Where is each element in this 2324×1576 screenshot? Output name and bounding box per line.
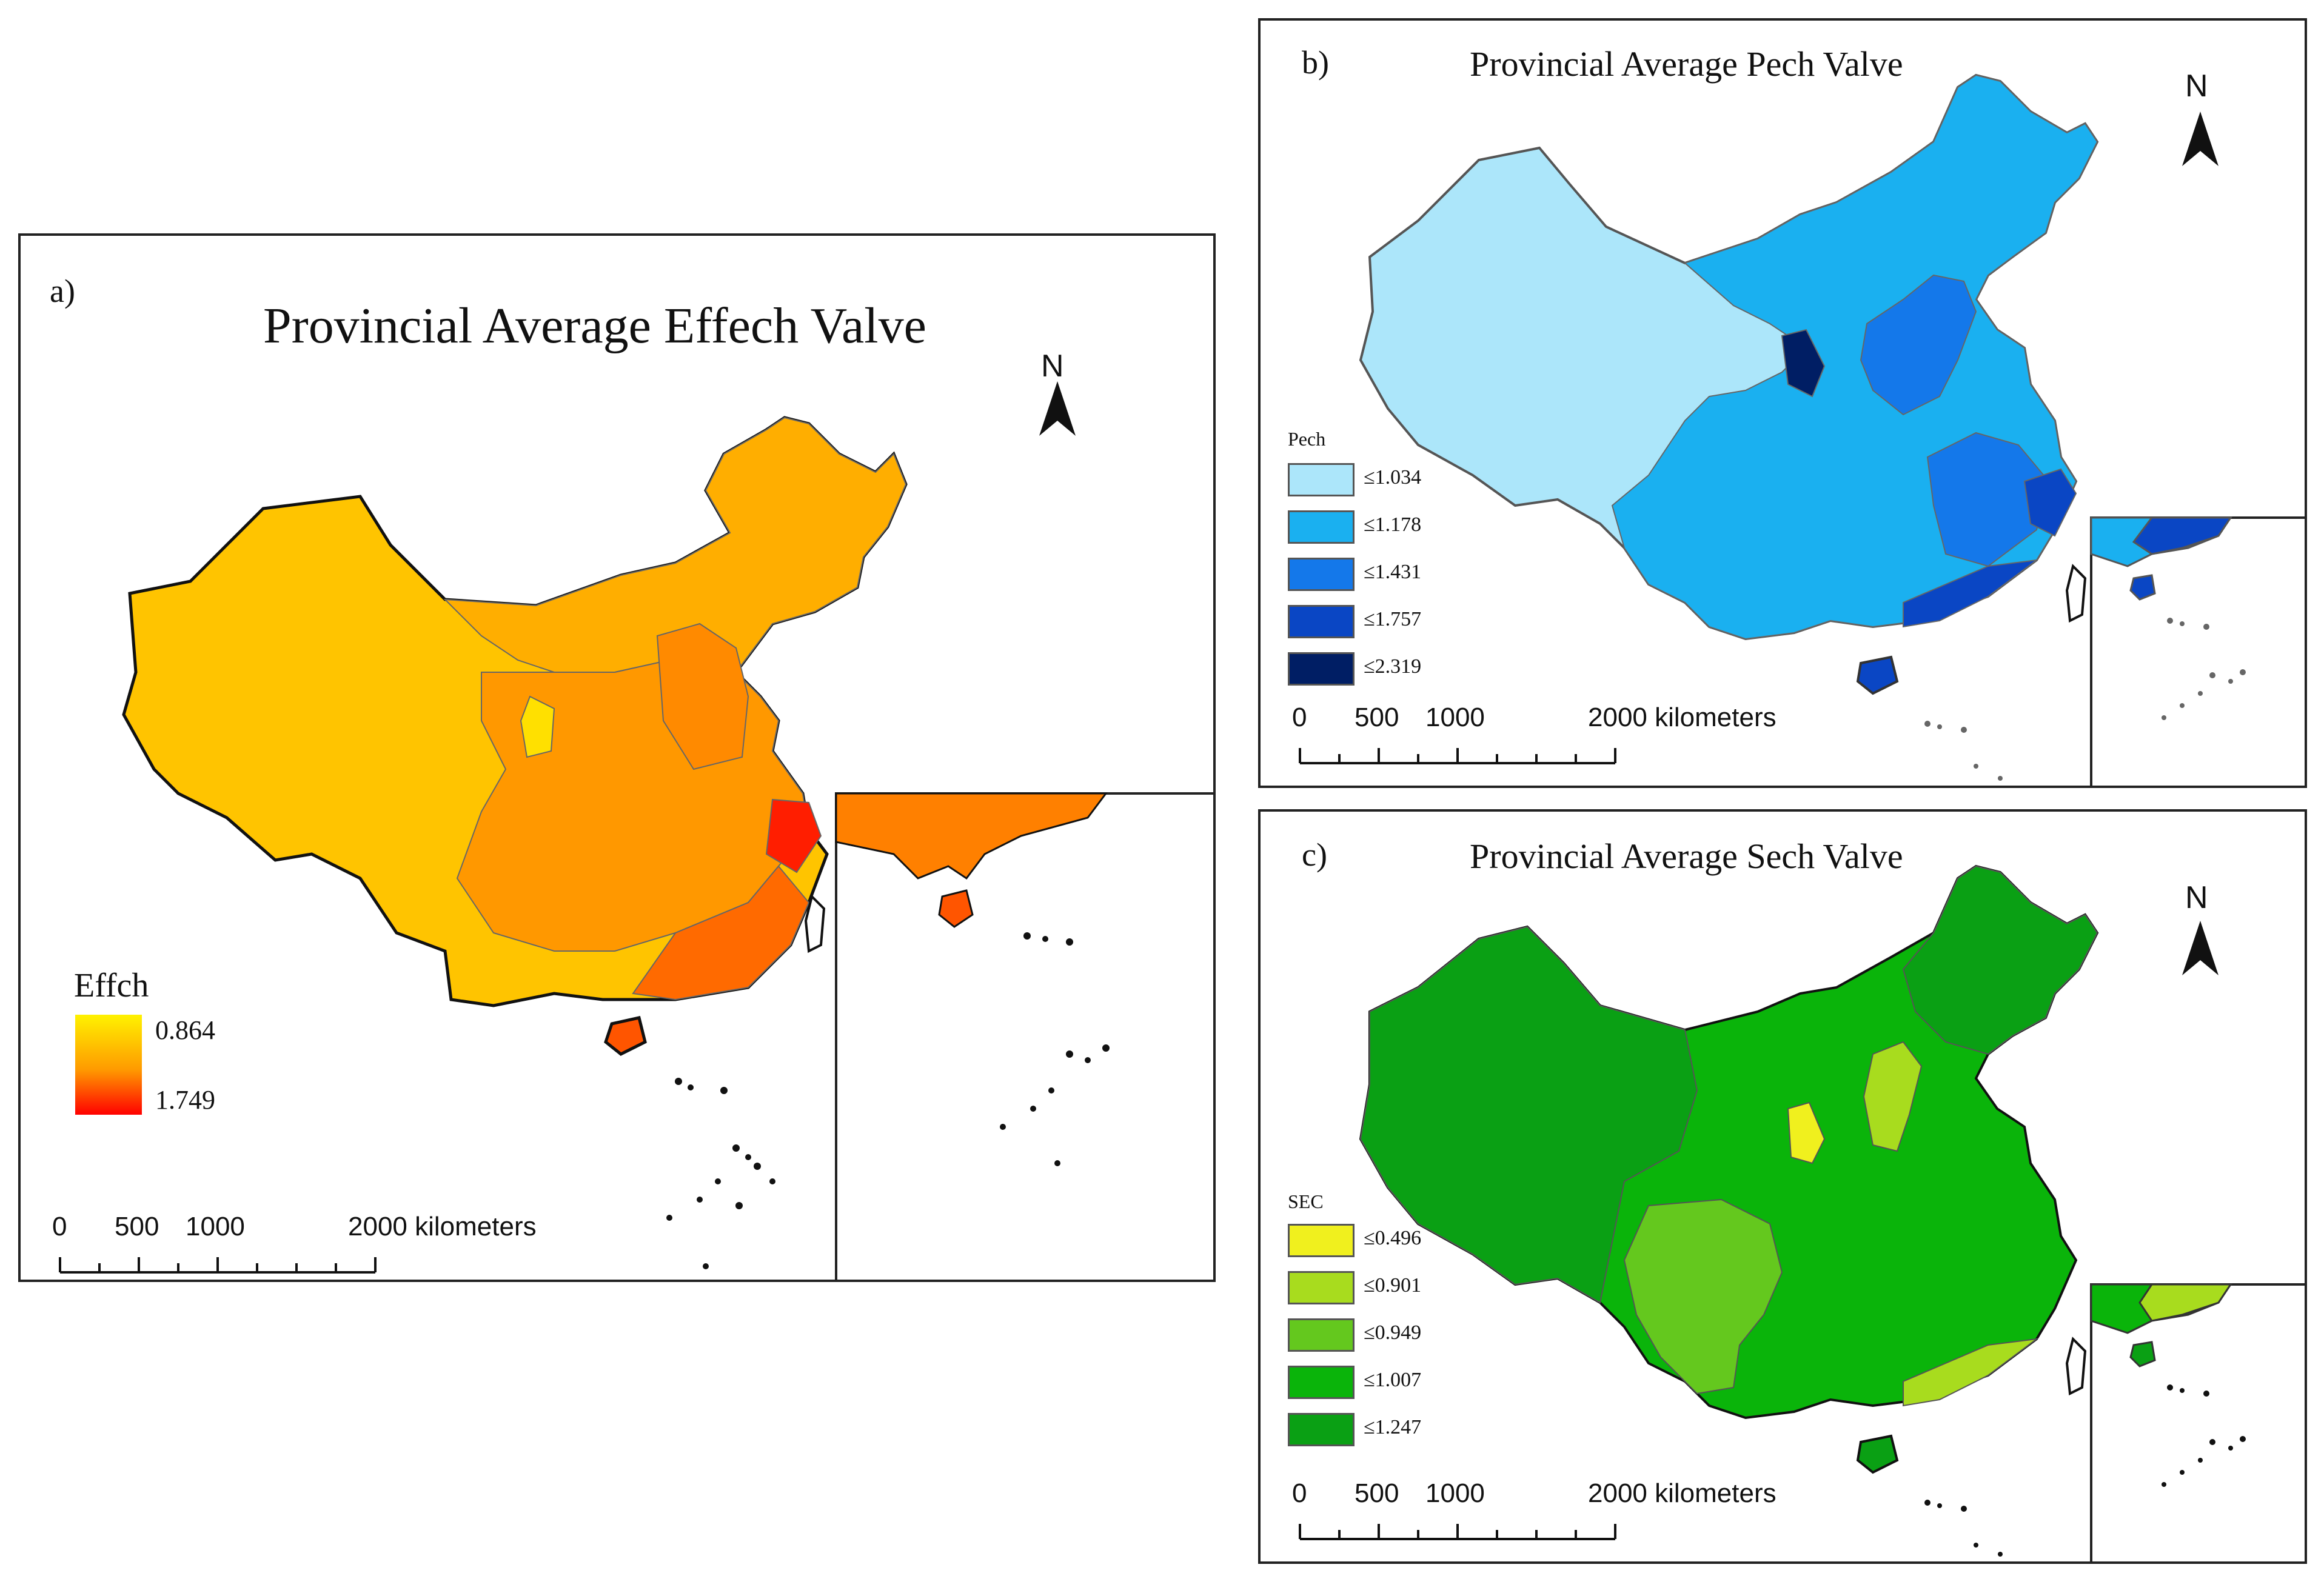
legend-swatch-sech-4 xyxy=(1288,1366,1355,1399)
legend-swatch-sech-2 xyxy=(1288,1271,1355,1304)
inset-frame-effch xyxy=(835,792,1213,1280)
map-panel-pech: b) Provincial Average Pech Valve N Pech … xyxy=(1258,18,2307,788)
inset-hainan-sech xyxy=(2129,1341,2156,1367)
legend-label-pech-1: ≤1.034 xyxy=(1364,466,1422,489)
legend-min-effch: 0.864 xyxy=(155,1015,215,1045)
legend-label-sech-3: ≤0.949 xyxy=(1364,1321,1422,1344)
inset-guangdong-pech xyxy=(2132,516,2232,555)
province-hainan-sech xyxy=(1856,1434,1899,1474)
legend-label-pech-4: ≤1.757 xyxy=(1364,608,1422,630)
north-arrow-pech xyxy=(2182,112,2219,166)
north-label-sech: N xyxy=(2185,880,2208,915)
legend-title-sech: SEC xyxy=(1288,1190,1324,1212)
map-panel-effch: a) Provincial Average Effech Valve N Eff… xyxy=(18,233,1216,1282)
scale-tick-0-effch: 0 xyxy=(52,1212,67,1241)
scale-end-effch: 2000 kilometers xyxy=(348,1212,537,1241)
scale-end-pech: 2000 kilometers xyxy=(1588,703,1776,732)
legend-swatch-pech-3 xyxy=(1288,558,1355,591)
scale-tick-500-pech: 500 xyxy=(1355,703,1399,732)
region-southeast-pech xyxy=(1926,432,2050,567)
legend-label-sech-1: ≤0.496 xyxy=(1364,1227,1422,1249)
north-label-pech: N xyxy=(2185,68,2208,104)
south-sea-islands-effch xyxy=(666,932,1110,1269)
legend-swatch-sech-3 xyxy=(1288,1318,1355,1352)
panel-title-effch: Provincial Average Effech Valve xyxy=(263,298,926,354)
province-zhejiang-effch xyxy=(765,798,822,873)
legend-title-pech: Pech xyxy=(1288,428,1326,450)
panel-title-pech: Provincial Average Pech Valve xyxy=(1470,44,1903,84)
scale-bar-pech xyxy=(1299,748,1616,764)
province-guangdong-sech xyxy=(1903,1338,2039,1407)
province-ningxia-pech xyxy=(1781,329,1826,398)
scale-tick-1000-effch: 1000 xyxy=(186,1212,245,1241)
south-sea-islands-sech xyxy=(1924,1384,2246,1557)
legend-label-pech-5: ≤2.319 xyxy=(1364,655,1422,678)
legend-label-pech-3: ≤1.431 xyxy=(1364,561,1422,583)
legend-max-effch: 1.749 xyxy=(155,1085,215,1115)
province-hainan-effch xyxy=(604,1016,647,1056)
legend-gradient-effch xyxy=(75,1015,142,1115)
panel-letter-a: a) xyxy=(50,273,75,309)
scale-end-sech: 2000 kilometers xyxy=(1588,1478,1776,1508)
scale-tick-1000-sech: 1000 xyxy=(1425,1478,1485,1508)
region-northeast-plain-effch xyxy=(656,623,749,770)
inset-guangdong-sech xyxy=(2138,1283,2232,1322)
map-sech xyxy=(1299,864,2305,1561)
legend-swatch-pech-5 xyxy=(1288,652,1355,686)
region-northchina-pech xyxy=(1860,274,1977,416)
legend-label-sech-4: ≤1.007 xyxy=(1364,1369,1422,1391)
panel-letter-b: b) xyxy=(1302,44,1329,81)
legend-label-sech-2: ≤0.901 xyxy=(1364,1274,1422,1297)
province-shanxi-sech xyxy=(1863,1041,1923,1152)
region-southeast-effch xyxy=(632,865,810,1001)
legend-swatch-pech-2 xyxy=(1288,510,1355,544)
legend-swatch-sech-1 xyxy=(1288,1224,1355,1257)
province-guangdong-pech xyxy=(1903,559,2039,628)
scale-tick-500-effch: 500 xyxy=(115,1212,159,1241)
province-ningxia-sech xyxy=(1787,1101,1826,1164)
north-label-effch: N xyxy=(1041,349,1064,384)
province-taiwan-pech xyxy=(2065,564,2087,623)
north-arrow-sech xyxy=(2182,921,2219,975)
scale-bar-sech xyxy=(1299,1524,1616,1540)
scale-tick-0-pech: 0 xyxy=(1292,703,1307,732)
panel-title-sech: Provincial Average Sech Valve xyxy=(1470,836,1903,876)
province-sichuan-sech xyxy=(1623,1198,1783,1395)
inset-hainan-effch xyxy=(938,889,974,928)
scale-bar-effch xyxy=(59,1257,377,1274)
legend-label-sech-5: ≤1.247 xyxy=(1364,1416,1422,1438)
south-sea-islands-pech xyxy=(1924,618,2246,781)
north-arrow-effch xyxy=(1039,381,1076,436)
scale-tick-0-sech: 0 xyxy=(1292,1478,1307,1508)
legend-swatch-sech-5 xyxy=(1288,1413,1355,1446)
province-hainan-pech xyxy=(1856,655,1899,695)
map-pech xyxy=(1299,73,2305,786)
legend-swatch-pech-4 xyxy=(1288,605,1355,638)
scale-tick-500-sech: 500 xyxy=(1355,1478,1399,1508)
province-ningxia-effch xyxy=(520,695,555,758)
region-northeast-sech xyxy=(1902,865,2098,1055)
panel-letter-c: c) xyxy=(1302,836,1327,873)
province-zhejiang-pech xyxy=(2023,468,2077,537)
legend-label-pech-2: ≤1.178 xyxy=(1364,513,1422,536)
province-taiwan-effch xyxy=(804,894,826,953)
legend-title-effch: Effch xyxy=(74,967,149,1004)
region-west-sech xyxy=(1359,926,1698,1304)
legend-swatch-pech-1 xyxy=(1288,463,1355,496)
province-taiwan-sech xyxy=(2065,1337,2087,1396)
inset-coast-effch xyxy=(835,792,1108,880)
map-panel-sech: c) Provincial Average Sech Valve N SEC ≤… xyxy=(1258,809,2307,1564)
map-effch xyxy=(59,381,1213,1280)
inset-hainan-pech xyxy=(2129,574,2156,601)
scale-tick-1000-pech: 1000 xyxy=(1425,703,1485,732)
